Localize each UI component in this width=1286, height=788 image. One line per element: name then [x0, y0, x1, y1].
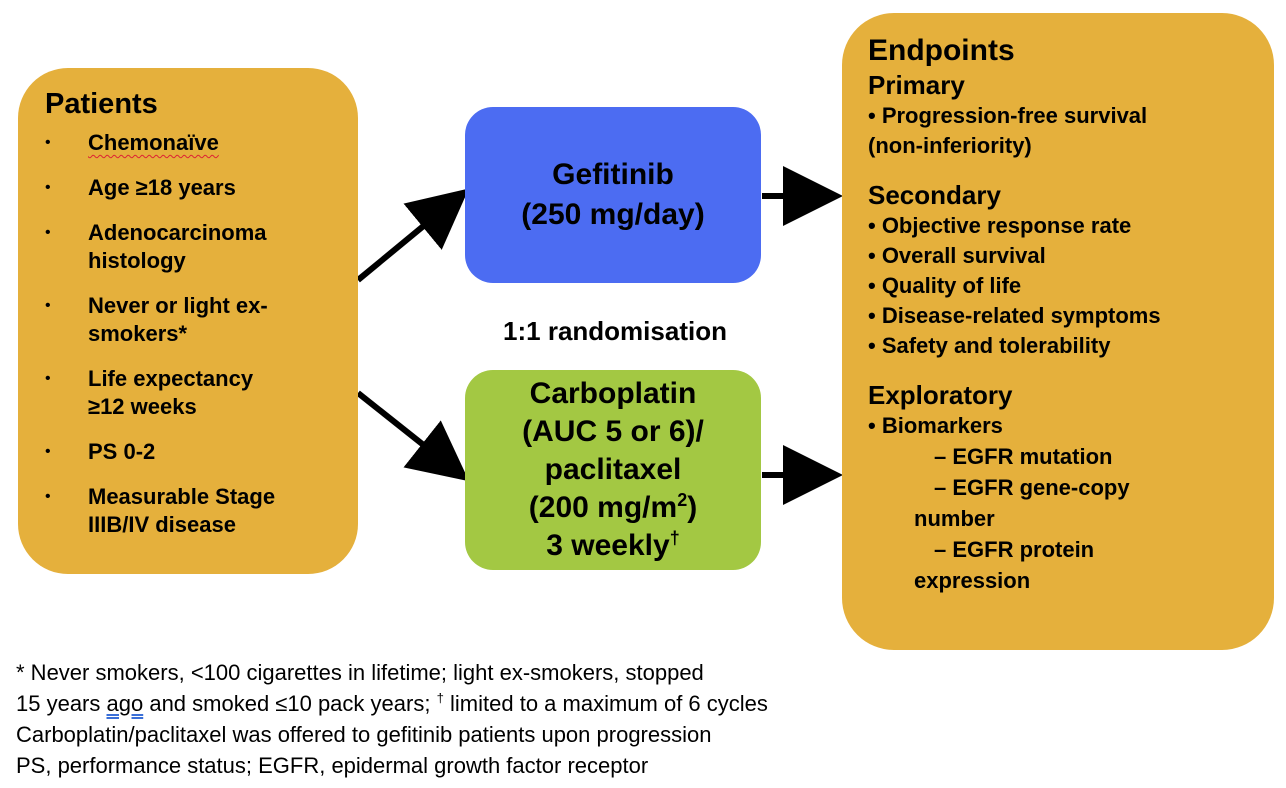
criterion-ps: • PS 0-2 — [45, 439, 156, 464]
criterion-smokers: • Never or light ex-smokers* — [45, 293, 268, 346]
patients-box: Patients • Chemonaïve • Age ≥18 years • Ade… — [18, 68, 358, 574]
exploratory-subitem: – EGFR gene-copy — [934, 475, 1130, 500]
arrow-to-carboplatin — [356, 390, 470, 482]
secondary-item: • Objective response rate — [868, 213, 1132, 238]
footnote-line-2: 15 years ago and smoked ≤10 pack years; … — [16, 690, 768, 716]
gefitinib-name: Gefitinib — [552, 158, 674, 191]
primary-item: (non-inferiority) — [868, 133, 1032, 158]
criterion-histology: • Adenocarcinoma histology — [45, 220, 267, 273]
primary-heading: Primary — [868, 70, 965, 100]
carbo-line-4: (200 mg/m2) — [528, 490, 698, 524]
carbo-line-3: paclitaxel — [544, 453, 682, 486]
randomisation-label: 1:1 randomisation — [503, 316, 727, 346]
carboplatin-arm-box: Carboplatin (AUC 5 or 6)/ paclitaxel (20… — [465, 370, 761, 570]
criterion-measurable-disease: • Measurable Stage IIIB/IV disease — [45, 484, 276, 537]
gefitinib-dose: (250 mg/day) — [521, 198, 705, 231]
secondary-item: • Quality of life — [868, 273, 1022, 298]
carbo-line-5: 3 weekly† — [546, 528, 680, 562]
secondary-item: • Disease-related symptoms — [868, 303, 1161, 328]
exploratory-heading: Exploratory — [868, 380, 1013, 410]
carbo-line-1: Carboplatin — [529, 377, 697, 410]
criterion-chemonaive: • Chemonaïve — [45, 130, 219, 155]
patients-title: Patients — [45, 88, 158, 120]
secondary-item: • Overall survival — [868, 243, 1046, 268]
footnote-line-3: Carboplatin/paclitaxel was offered to ge… — [16, 722, 712, 747]
exploratory-item: • Biomarkers — [868, 413, 1003, 438]
patients-criteria-list: • Chemonaïve • Age ≥18 years • Adenocarcino… — [45, 129, 348, 539]
primary-item: • Progression-free survival — [868, 103, 1148, 128]
endpoints-title: Endpoints — [868, 34, 1015, 67]
arrow-to-gefitinib — [356, 188, 469, 283]
exploratory-subitem-cont: number — [914, 506, 995, 531]
footnotes: * Never smokers, <100 cigarettes in life… — [16, 657, 1016, 781]
exploratory-subitem: – EGFR mutation — [934, 444, 1113, 469]
secondary-item: • Safety and tolerability — [868, 333, 1111, 358]
endpoints-box: Endpoints Primary • Progression-free sur… — [842, 13, 1274, 650]
criterion-life-expectancy: • Life expectancy ≥12 weeks — [45, 366, 254, 419]
gefitinib-arm-box: Gefitinib (250 mg/day) — [465, 107, 761, 283]
footnote-line-4: PS, performance status; EGFR, epidermal … — [16, 753, 649, 778]
secondary-heading: Secondary — [868, 180, 1001, 210]
footnote-line-1: * Never smokers, <100 cigarettes in life… — [16, 660, 704, 685]
carbo-line-2: (AUC 5 or 6)/ — [522, 415, 704, 448]
criterion-age: • Age ≥18 years — [45, 175, 236, 200]
exploratory-subitem: – EGFR protein — [934, 537, 1095, 562]
exploratory-subitem-cont: expression — [914, 568, 1031, 593]
